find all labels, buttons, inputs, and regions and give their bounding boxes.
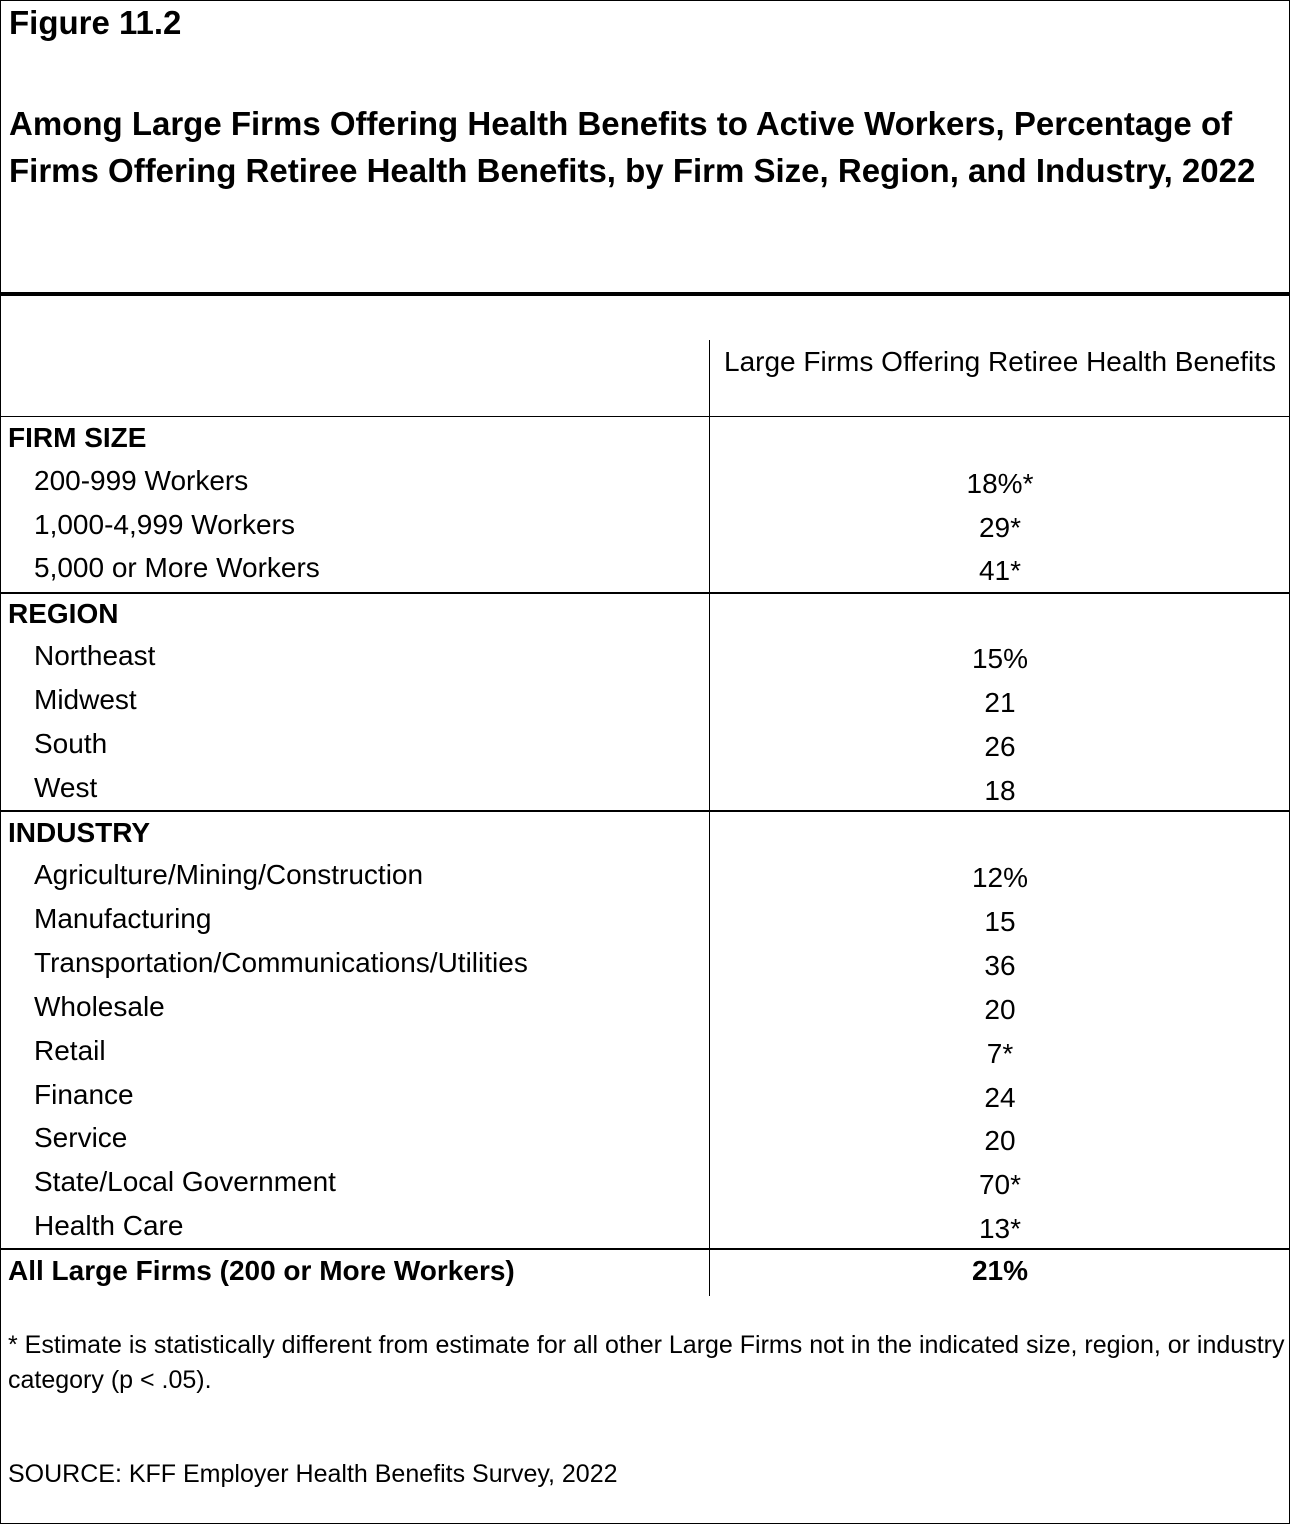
row-label: South [34,728,108,759]
figure-title: Among Large Firms Offering Health Benefi… [9,105,1256,189]
row-value: 15% [971,643,1029,674]
row-label: Retail [34,1035,106,1066]
total-label: All Large Firms (200 or More Workers) [8,1255,515,1286]
row-value: 7* [986,1038,1014,1069]
row-value: 13* [978,1213,1022,1244]
row-label: Northeast [34,640,156,671]
row-label: Finance [34,1079,134,1110]
row-value: 41* [978,555,1022,586]
title-rule [0,292,1290,296]
row-label: Service [34,1122,128,1153]
row-label: State/Local Government [34,1166,336,1197]
row-label: Agriculture/Mining/Construction [34,859,424,890]
row-value: 20 [984,994,1016,1025]
row-value: 15 [984,906,1016,937]
header-divider [0,416,1290,417]
row-label: Midwest [34,684,137,715]
section-label-firm-size: FIRM SIZE [8,422,147,453]
row-value: 20 [984,1125,1016,1156]
section-label-industry: INDUSTRY [8,817,151,848]
source-note: SOURCE: KFF Employer Health Benefits Sur… [8,1460,618,1488]
total-divider [0,1248,1290,1250]
total-value: 21% [971,1255,1029,1286]
row-label: 5,000 or More Workers [34,552,320,583]
row-value: 12% [971,862,1029,893]
column-divider [709,340,710,1296]
row-label: West [34,772,98,803]
row-value: 70* [978,1169,1022,1200]
row-value: 26 [984,731,1016,762]
figure-label: Figure 11.2 [9,4,182,41]
row-label: Manufacturing [34,903,212,934]
row-value: 18%* [966,468,1034,499]
row-value: 36 [984,950,1016,981]
column-header: Large Firms Offering Retiree Health Bene… [724,346,1276,377]
row-label: 1,000-4,999 Workers [34,509,295,540]
section-divider-region [0,592,1290,594]
row-label: Transportation/Communications/Utilities [34,947,528,978]
section-divider-industry [0,810,1290,812]
row-value: 29* [978,512,1022,543]
row-label: Wholesale [34,991,165,1022]
row-value: 18 [984,775,1016,806]
footnote: * Estimate is statistically different fr… [8,1331,1285,1394]
row-value: 21 [984,687,1016,718]
row-label: 200-999 Workers [34,465,249,496]
row-label: Health Care [34,1210,184,1241]
section-label-region: REGION [8,598,119,629]
row-value: 24 [984,1082,1016,1113]
